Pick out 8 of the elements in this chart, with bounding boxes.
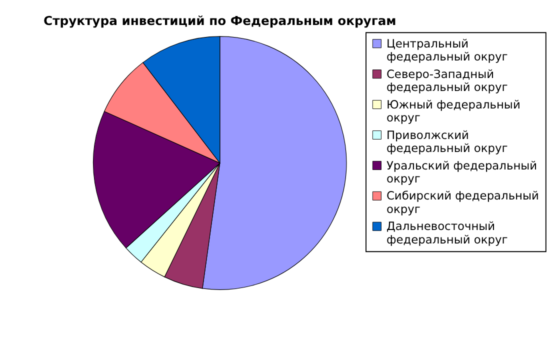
legend-label: Уральский федеральный округ [386, 158, 538, 186]
chart-title: Структура инвестиций по Федеральным округам [43, 14, 396, 28]
legend-label: Приволжский федеральный округ [386, 128, 508, 156]
legend-label: Сибирский федеральный округ [386, 188, 539, 216]
legend-label: Центральный федеральный округ [386, 36, 508, 64]
legend-label: Северо-Западный федеральный округ [386, 66, 508, 94]
legend-label: Южный федеральный округ [386, 97, 520, 125]
legend-label: Дальневосточный федеральный округ [386, 219, 508, 246]
